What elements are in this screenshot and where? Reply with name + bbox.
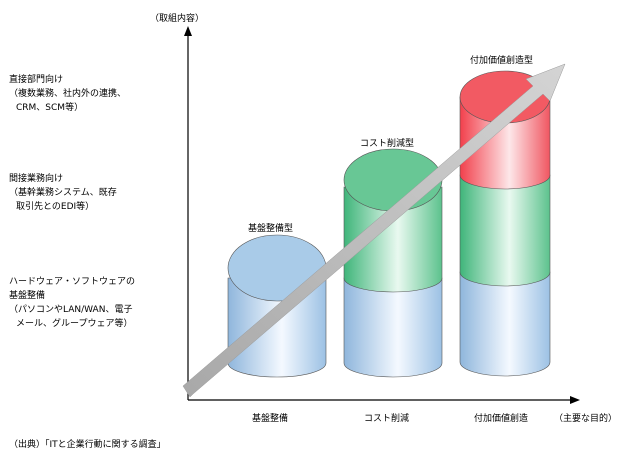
y-level-infrastructure-line-2: 基盤整備: [9, 291, 46, 301]
y-axis-arrowhead: [184, 26, 192, 36]
cylinder-value-top-body: [459, 96, 551, 190]
y-level-infrastructure: ハードウェア・ソフトウェアの 基盤整備 （パソコンやLAN/WAN、電子 メール…: [9, 275, 135, 331]
y-level-indirect-line-3: 取引先とのEDI等）: [16, 202, 95, 212]
y-level-infrastructure-line-1: ハードウェア・ソフトウェアの: [9, 277, 136, 287]
y-level-direct: 直接部門向け （複数業務、社内外の連携、 CRM、SCM等）: [9, 73, 126, 115]
y-level-direct-line-1: 直接部門向け: [9, 75, 64, 85]
cylinder-kiban-base-body: [227, 277, 327, 378]
growth-arrow: [182, 63, 566, 398]
cylinder-cost-middle-body: [343, 186, 443, 293]
y-level-infrastructure-line-4: メール、グループウェア等）: [16, 319, 133, 329]
cylinder-cost-base-body: [343, 277, 443, 378]
cylinder-value-base-body: [459, 271, 551, 377]
cylinder-kiban-label: 基盤整備型: [248, 224, 294, 234]
y-level-direct-line-3: CRM、SCM等）: [16, 103, 84, 113]
cylinder-value-label: 付加価値創造型: [470, 56, 534, 66]
x-category-value: 付加価値創造: [474, 414, 529, 424]
y-level-indirect: 間接業務向け （基幹業務システム、既存 取引先とのEDI等）: [9, 172, 117, 214]
x-axis-arrowhead: [570, 396, 580, 404]
y-level-indirect-line-1: 間接業務向け: [9, 174, 64, 184]
y-level-indirect-line-2: （基幹業務システム、既存: [9, 188, 117, 198]
y-axis-title: （取組内容）: [150, 14, 205, 24]
x-category-kiban: 基盤整備: [252, 414, 289, 424]
cylinder-value: [459, 70, 551, 377]
cylinder-cost: [343, 148, 443, 378]
x-category-cost: コスト削減: [364, 414, 410, 424]
y-level-direct-line-2: （複数業務、社内外の連携、: [9, 89, 127, 99]
x-axis-title: （主要な目的）: [554, 414, 618, 424]
cylinder-value-middle-body: [459, 174, 551, 287]
cylinder-cost-label: コスト削減型: [360, 139, 415, 149]
y-level-infrastructure-line-3: （パソコンやLAN/WAN、電子: [9, 305, 133, 315]
source-note: （出典）「ITと企業行動に関する調査」: [9, 440, 166, 450]
